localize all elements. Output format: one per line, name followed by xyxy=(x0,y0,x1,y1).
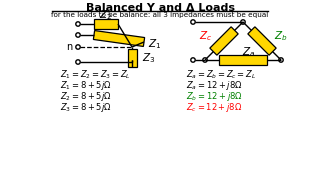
Text: $Z_b$: $Z_b$ xyxy=(274,29,288,43)
Text: n: n xyxy=(66,42,72,52)
FancyBboxPatch shape xyxy=(248,27,276,55)
Text: $Z_b = 12 + j8\Omega$: $Z_b = 12 + j8\Omega$ xyxy=(186,90,243,103)
Text: $Z_c$: $Z_c$ xyxy=(199,29,212,43)
Text: $Z_2$: $Z_2$ xyxy=(100,8,113,22)
FancyBboxPatch shape xyxy=(210,27,238,55)
Text: $Z_2 = 8 + 5j\Omega$: $Z_2 = 8 + 5j\Omega$ xyxy=(60,90,111,103)
FancyBboxPatch shape xyxy=(128,49,137,67)
Text: $Z_1 = Z_2 = Z_3 = Z_L$: $Z_1 = Z_2 = Z_3 = Z_L$ xyxy=(60,68,131,80)
FancyBboxPatch shape xyxy=(93,31,145,46)
Text: $Z_a = Z_b = Z_c = Z_L$: $Z_a = Z_b = Z_c = Z_L$ xyxy=(186,68,256,80)
Text: $Z_a = 12 + j8\Omega$: $Z_a = 12 + j8\Omega$ xyxy=(186,79,243,92)
FancyBboxPatch shape xyxy=(94,19,118,29)
Text: $Z_c = 12 + j8\Omega$: $Z_c = 12 + j8\Omega$ xyxy=(186,101,242,114)
Text: Balanced Y and Δ Loads: Balanced Y and Δ Loads xyxy=(85,3,235,13)
Text: $Z_1$: $Z_1$ xyxy=(148,37,162,51)
Text: $Z_1 = 8 + 5j\Omega$: $Z_1 = 8 + 5j\Omega$ xyxy=(60,79,111,92)
Text: $Z_3$: $Z_3$ xyxy=(142,51,156,65)
FancyBboxPatch shape xyxy=(219,55,267,65)
Text: $Z_a$: $Z_a$ xyxy=(242,45,256,59)
Text: $Z_3 = 8 + 5j\Omega$: $Z_3 = 8 + 5j\Omega$ xyxy=(60,101,111,114)
Text: for the loads to be balance: all 3 impedances must be equal: for the loads to be balance: all 3 imped… xyxy=(52,12,268,18)
